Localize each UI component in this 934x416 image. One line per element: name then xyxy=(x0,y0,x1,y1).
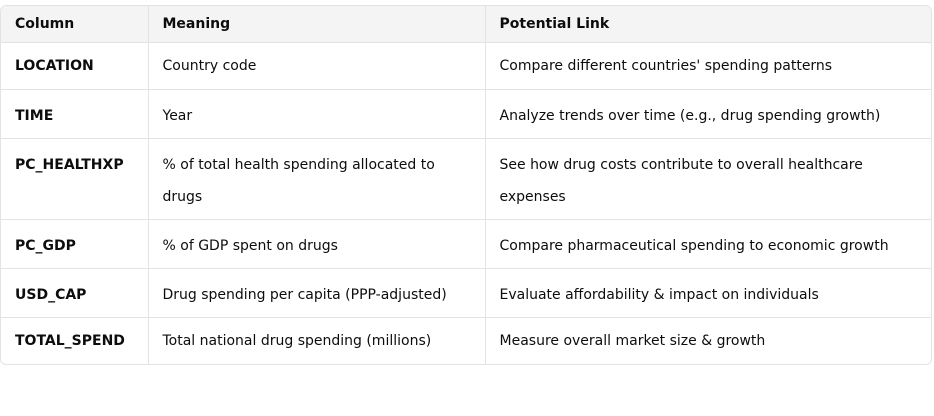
table-row: USD_CAP Drug spending per capita (PPP-adj… xyxy=(1,268,931,318)
column-name-cell: PC_HEALTHXP xyxy=(1,138,149,220)
table-cell: Total national drug spending (millions) xyxy=(148,317,486,364)
table-row: TIME Year Analyze trends over time (e.g., … xyxy=(1,89,931,139)
table-container: Column Meaning Potential Link LOCATION Coun… xyxy=(0,5,932,365)
column-name-cell: USD_CAP xyxy=(1,268,149,318)
table-body: LOCATION Country code Compare different co… xyxy=(1,42,931,364)
header-cell: Meaning xyxy=(148,6,486,43)
header-cell: Potential Link xyxy=(485,6,931,43)
column-name-cell: LOCATION xyxy=(1,42,149,90)
table-cell: Evaluate affordability & impact on indiv… xyxy=(485,268,931,318)
table-cell: % of total health spending allocated to … xyxy=(148,138,486,220)
header-row: Column Meaning Potential Link xyxy=(1,6,931,43)
header-cell: Column xyxy=(1,6,149,43)
column-name-cell: PC_GDP xyxy=(1,219,149,269)
column-name-cell: TOTAL_SPEND xyxy=(1,317,149,364)
table-row: PC_HEALTHXP% of total health spending al… xyxy=(1,138,931,220)
table-cell: Country code xyxy=(148,42,486,90)
table-cell: See how drug costs contribute to overall… xyxy=(485,138,931,220)
table-cell: Measure overall market size & growth xyxy=(499,333,766,349)
column-name-cell: TIME xyxy=(1,89,149,139)
table-cell: Compare different countries' spending pa… xyxy=(485,42,931,90)
table-cell: Year xyxy=(148,89,486,139)
table-cell: Analyze trends over time (e.g., drug spe… xyxy=(485,89,931,139)
table-cell: Compare pharmaceutical spending to econo… xyxy=(485,219,931,269)
table-row: PC_GDP% of GDP spent on drugs Compare pha… xyxy=(1,219,931,269)
table-row: LOCATION Country code Compare different co… xyxy=(1,42,931,90)
table-cell: % of GDP spent on drugs xyxy=(148,219,486,269)
table: Column Meaning Potential Link LOCATION Coun… xyxy=(1,6,931,364)
table-cell: Drug spending per capita (PPP-adjusted) xyxy=(148,268,486,318)
table-row: TOTAL_SPEND Total national drug spending … xyxy=(1,317,931,364)
